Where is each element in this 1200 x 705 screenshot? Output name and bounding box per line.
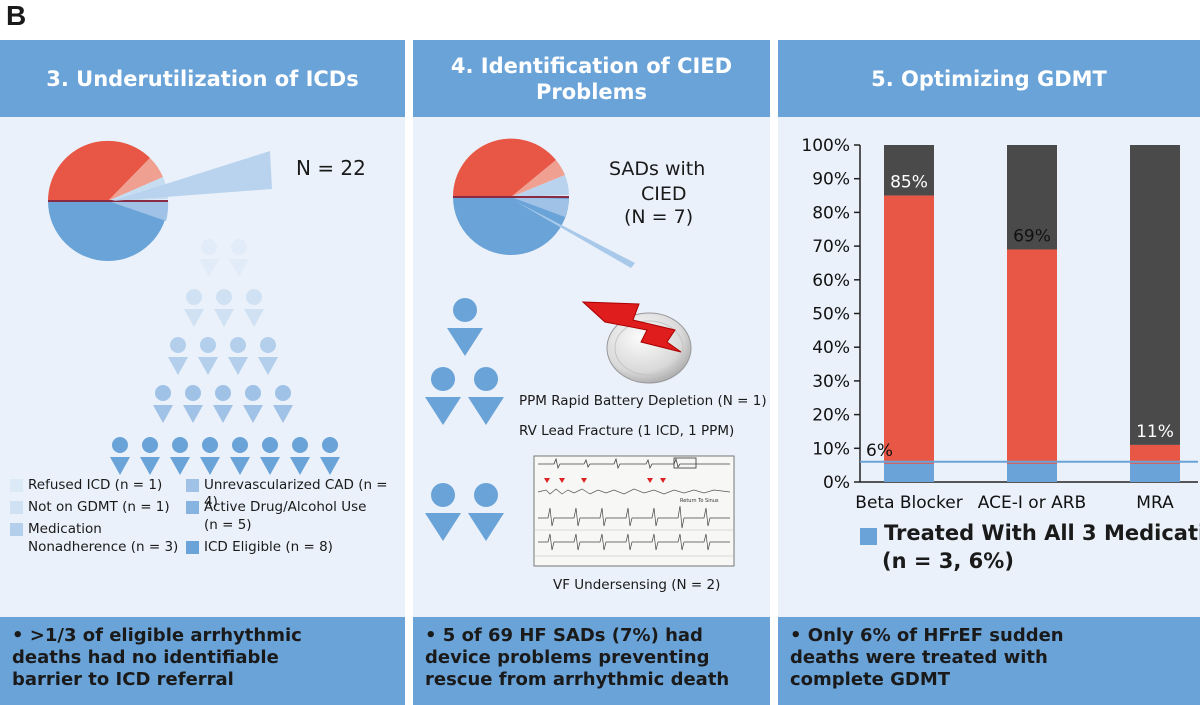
legend-all-3-sub: (n = 3, 6%): [882, 549, 1014, 573]
panel-optimizing-gdmt: 5. Optimizing GDMT 0% 10% 20% 30% 40% 50% 60% 7…: [778, 40, 1200, 705]
legend-swatch: [10, 501, 23, 514]
bar-data-label: 85%: [890, 173, 928, 193]
panel1-footer-text: • >1/3 of eligible arrhythmic deaths had…: [12, 625, 302, 690]
bar-all-three: [1007, 463, 1057, 482]
y-tick-label: 50%: [812, 305, 850, 325]
pie-slice-light-2: [511, 197, 569, 217]
legend-item-cont: Nonadherence (n = 3): [28, 539, 179, 555]
legend-all-3-label: Treated With All 3 Medications: [884, 521, 1200, 545]
panel-cied-problems: 4. Identification of CIED Problems SADs …: [413, 40, 770, 705]
icd-pie-chart: [47, 140, 272, 261]
legend-item: Refused ICD (n = 1): [28, 477, 163, 493]
x-tick-label: MRA: [1136, 493, 1174, 513]
y-tick-label: 10%: [812, 439, 850, 459]
y-tick-label: 30%: [812, 372, 850, 392]
lightning-bolt-icon: [581, 301, 682, 353]
person-icons-cied: [425, 298, 504, 541]
pie-slice-light: [511, 175, 569, 197]
x-tick-label: ACE-I or ARB: [978, 493, 1086, 513]
legend-swatch: [186, 479, 199, 492]
bar-all-three: [884, 463, 934, 482]
pie-slice-salmon: [108, 158, 163, 201]
person-pyramid: [110, 239, 340, 475]
legend-item-cont: (n = 5): [204, 517, 252, 533]
x-tick-label: Beta Blocker: [855, 493, 962, 513]
bar-data-label: 11%: [1136, 422, 1174, 442]
n-label: N = 22: [296, 156, 366, 180]
panel2-footer-text: • 5 of 69 HF SADs (7%) had device proble…: [425, 625, 730, 690]
legend-item: Not on GDMT (n = 1): [28, 499, 170, 515]
panel1-header: 3. Underutilization of ICDs: [0, 40, 405, 117]
problem-lead-fracture: RV Lead Fracture (1 ICD, 1 PPM): [519, 423, 735, 439]
pacemaker-device-icon: [581, 301, 692, 384]
pie-slice-blue: [453, 197, 569, 256]
y-tick-label: 80%: [812, 203, 850, 223]
y-tick-label: 60%: [812, 271, 850, 291]
y-tick-label: 90%: [812, 170, 850, 190]
panel2-footer: • 5 of 69 HF SADs (7%) had device proble…: [413, 617, 770, 705]
legend-swatch: [186, 501, 199, 514]
y-tick-label: 0%: [823, 473, 850, 493]
ecg-strip-image: Return To Sinus: [533, 455, 735, 567]
bar-treated: [884, 195, 934, 483]
legend-item: Medication: [28, 521, 102, 537]
legend-item: Active Drug/Alcohol Use: [204, 499, 367, 515]
problem-vf-undersensing: VF Undersensing (N = 2): [553, 577, 721, 593]
pie-exploded-sliver: [515, 201, 635, 268]
problem-battery: PPM Rapid Battery Depletion (N = 1): [519, 393, 767, 409]
legend-swatch: [10, 523, 23, 536]
y-tick-label: 100%: [801, 136, 850, 156]
y-tick-label: 20%: [812, 406, 850, 426]
pie-slice-icd-eligible: [48, 201, 168, 261]
sads-label-n: (N = 7): [624, 206, 694, 228]
legend-item: ICD Eligible (n = 8): [204, 539, 333, 555]
legend-item: Unrevascularized CAD (n = 4): [204, 477, 388, 510]
bar-not-treated: [1007, 145, 1057, 250]
panel3-footer: • Only 6% of HFrEF sudden deaths were tr…: [778, 617, 1200, 705]
pie-exploded-wedge: [112, 151, 272, 201]
y-tick-label: 40%: [812, 338, 850, 358]
panel1-footer: • >1/3 of eligible arrhythmic deaths had…: [0, 617, 405, 705]
bar-not-treated: [884, 145, 934, 196]
sads-label-cied: CIED: [641, 183, 687, 205]
bar-all-three: [1130, 463, 1180, 482]
legend-swatch: [186, 541, 199, 554]
panel3-footer-text: • Only 6% of HFrEF sudden deaths were tr…: [790, 625, 1064, 690]
bar-treated: [1007, 249, 1057, 482]
sads-label: SADs with: [609, 158, 706, 180]
gdmt-bar-chart: 0% 10% 20% 30% 40% 50% 60% 70% 80% 90% 100% 85% Beta…: [801, 136, 1198, 513]
bar-data-label: 69%: [1013, 226, 1051, 246]
pie-slice-salmon: [511, 160, 565, 197]
cied-pie-chart: [452, 138, 635, 268]
y-tick-label: 70%: [812, 237, 850, 257]
bar-not-treated: [1130, 145, 1180, 445]
pie-slice-red: [452, 138, 556, 197]
ecg-annotation: Return To Sinus: [680, 498, 719, 504]
figure-label: B: [6, 0, 27, 31]
legend-swatch-all-3: [860, 528, 877, 545]
legend-swatch: [10, 479, 23, 492]
pie-slice-light-2: [108, 201, 169, 221]
panel2-header: 4. Identification of CIED Problems: [413, 40, 770, 117]
reference-line-label: 6%: [866, 441, 893, 461]
panel-icd-underutilization: 3. Underutilization of ICDs N = 22: [0, 40, 405, 705]
pie-slice-red: [47, 140, 150, 201]
panel3-header: 5. Optimizing GDMT: [778, 40, 1200, 117]
